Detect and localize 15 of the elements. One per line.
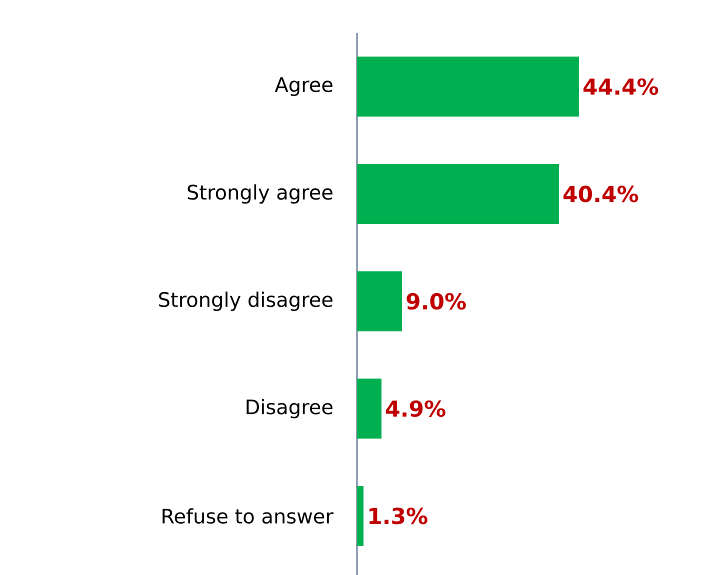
bar	[357, 486, 364, 546]
data-label: 4.9%	[386, 400, 446, 417]
bar	[357, 271, 402, 332]
bar	[357, 56, 579, 116]
y-tick-label: Strongly agree	[188, 184, 332, 204]
y-tick-label: Agree	[274, 77, 332, 96]
data-label: 40.4%	[563, 185, 638, 202]
bar	[357, 378, 382, 438]
y-tick-label: Refuse to answer	[162, 508, 334, 524]
data-label: 1.3%	[370, 507, 428, 524]
bar	[357, 164, 559, 224]
y-tick-label: Strongly disagree	[159, 291, 332, 311]
data-label: 44.4%	[583, 78, 658, 95]
data-label: 9.0%	[406, 292, 466, 310]
y-tick-label: Disagree	[246, 398, 332, 418]
